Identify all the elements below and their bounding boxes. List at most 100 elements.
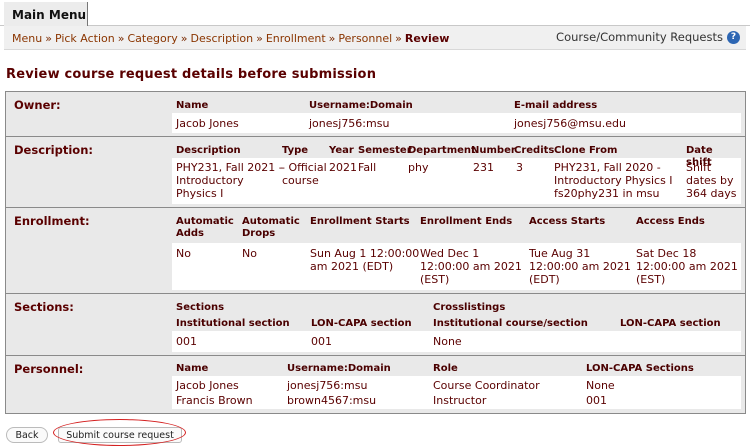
- desc-description-line: Physics I: [176, 187, 224, 200]
- breadcrumb-separator: »: [328, 32, 336, 45]
- breadcrumb-current-review: Review: [404, 32, 450, 45]
- enroll-enrollment-starts: Sun Aug 1 12:00:00 am 2021 (EDT): [310, 247, 419, 273]
- desc-header-type: Type: [282, 145, 309, 156]
- enrollment-header-row: Automatic Adds Automatic Drops Enrollmen…: [172, 213, 741, 243]
- breadcrumb-menu[interactable]: Menu: [12, 32, 43, 45]
- course-community-requests-link[interactable]: Course/Community Requests ?: [556, 30, 740, 44]
- desc-type: - Official course: [281, 161, 327, 187]
- breadcrumb-description[interactable]: Description: [190, 32, 254, 45]
- breadcrumb-separator: »: [180, 32, 188, 45]
- review-table: Owner: Name Username:Domain E-mail addre…: [5, 91, 746, 414]
- personnel-header-name: Name: [176, 363, 209, 374]
- personnel-username: brown4567:msu: [287, 394, 377, 407]
- page-title: Review course request details before sub…: [6, 67, 377, 82]
- personnel-sections: 001: [586, 394, 607, 407]
- desc-date-shift-line: 364 days: [686, 187, 737, 200]
- desc-header-year: Year: [329, 145, 354, 156]
- owner-header-name: Name: [176, 100, 209, 111]
- desc-clone-line: fs20phy231 in msu: [554, 187, 660, 200]
- enroll-access-starts: Tue Aug 31 12:00:00 am 2021 (EDT): [529, 247, 631, 286]
- description-details: Description Type Year Semester Departmen…: [172, 142, 741, 204]
- enrollment-details: Automatic Adds Automatic Drops Enrollmen…: [172, 213, 741, 290]
- breadcrumb-enrollment[interactable]: Enrollment: [265, 32, 326, 45]
- enroll-header-enrollment-starts: Enrollment Starts: [310, 216, 410, 227]
- desc-header-semester: Semester: [358, 145, 412, 156]
- help-icon[interactable]: ?: [727, 30, 740, 44]
- crosslist-institutional-value: None: [433, 335, 462, 348]
- highlight-circle: [53, 419, 186, 446]
- personnel-row: Personnel: Name Username:Domain Role LON…: [6, 356, 745, 413]
- personnel-role: Course Coordinator: [433, 379, 540, 392]
- enroll-auto-drops: No: [242, 247, 257, 260]
- desc-department: phy: [408, 161, 429, 174]
- desc-description: PHY231, Fall 2021 - Introductory Physics…: [176, 161, 284, 200]
- enroll-header-line: Automatic: [242, 216, 300, 227]
- sections-label: Sections:: [14, 300, 74, 314]
- desc-date-shift-line: Shift: [686, 161, 712, 174]
- owner-email: jonesj756@msu.edu: [514, 117, 626, 130]
- desc-clone-line: PHY231, Fall 2020 -: [554, 161, 661, 174]
- breadcrumb-separator: »: [45, 32, 52, 45]
- desc-year: 2021: [329, 161, 357, 174]
- personnel-role: Instructor: [433, 394, 487, 407]
- description-header-row: Description Type Year Semester Departmen…: [172, 142, 741, 168]
- owner-name: Jacob Jones: [176, 117, 239, 130]
- enroll-header-line: Automatic: [176, 216, 234, 227]
- enroll-value-line: am 2021 (EDT): [310, 260, 394, 273]
- enroll-header-auto-drops: Automatic Drops: [242, 216, 300, 240]
- desc-header-date-shift: Date shift: [686, 145, 713, 168]
- personnel-header-username: Username:Domain: [287, 363, 391, 374]
- enroll-value-line: 12:00:00 am 2021: [420, 260, 522, 273]
- breadcrumb-category[interactable]: Category: [127, 32, 178, 45]
- owner-row: Owner: Name Username:Domain E-mail addre…: [6, 92, 745, 137]
- breadcrumb-pick-action[interactable]: Pick Action: [54, 32, 115, 45]
- personnel-details: Name Username:Domain Role LON-CAPA Secti…: [172, 361, 741, 409]
- back-button[interactable]: Back: [6, 427, 48, 443]
- section-loncapa-value: 001: [311, 335, 332, 348]
- personnel-header-row: Name Username:Domain Role LON-CAPA Secti…: [172, 361, 741, 376]
- top-menu-bar: Main Menu: [0, 0, 750, 26]
- desc-semester: Fall: [358, 161, 377, 174]
- breadcrumb-personnel[interactable]: Personnel: [338, 32, 393, 45]
- personnel-header-sections: LON-CAPA Sections: [586, 363, 694, 374]
- enrollment-label: Enrollment:: [14, 214, 90, 228]
- sections-header-row: Sections Crosslistings Institutional sec…: [172, 299, 741, 331]
- breadcrumb-separator: »: [117, 32, 125, 45]
- enroll-header-access-starts: Access Starts: [529, 216, 606, 227]
- breadcrumb-separator: »: [395, 32, 402, 45]
- desc-clone-line: Introductory Physics I: [554, 174, 673, 187]
- desc-credits: 3: [516, 161, 523, 174]
- breadcrumb-bar: Menu» Pick Action» Category» Description» En…: [4, 26, 746, 50]
- enroll-header-auto-adds: Automatic Adds: [176, 216, 234, 240]
- sections-header-loncapa: LON-CAPA section: [311, 318, 412, 329]
- personnel-name: Jacob Jones: [176, 379, 239, 392]
- desc-date-shift-line: dates by: [686, 174, 734, 187]
- desc-header-clone-from: Clone From: [554, 145, 618, 156]
- desc-type-line: Official: [288, 161, 327, 174]
- personnel-sections: None: [586, 379, 615, 392]
- enrollment-row: Enrollment: Automatic Adds Automatic Dro…: [6, 208, 745, 294]
- desc-header-description: Description: [176, 145, 241, 156]
- sections-details: Sections Crosslistings Institutional sec…: [172, 299, 741, 352]
- breadcrumb-separator: »: [256, 32, 263, 45]
- course-community-requests-label: Course/Community Requests: [556, 30, 723, 44]
- enroll-value-line: Sun Aug 1 12:00:00: [310, 247, 420, 260]
- owner-label: Owner:: [14, 98, 61, 112]
- section-institutional-value: 001: [176, 335, 197, 348]
- desc-clone-from: PHY231, Fall 2020 - Introductory Physics…: [554, 161, 673, 200]
- enroll-value-line: (EDT): [529, 273, 560, 286]
- desc-number: 231: [473, 161, 494, 174]
- main-menu-tab[interactable]: Main Menu: [4, 2, 88, 26]
- sections-header-institutional: Institutional section: [176, 318, 290, 329]
- desc-type-line: course: [282, 174, 319, 187]
- desc-header-credits: Credits: [514, 145, 555, 156]
- owner-header-username: Username:Domain: [309, 100, 413, 111]
- sections-row: Sections: Sections Crosslistings Institu…: [6, 294, 745, 356]
- owner-details: Name Username:Domain E-mail address Jaco…: [172, 97, 741, 133]
- enroll-value-line: 12:00:00 am 2021: [529, 260, 631, 273]
- enroll-value-line: (EST): [636, 273, 666, 286]
- enroll-auto-adds: No: [176, 247, 191, 260]
- enroll-enrollment-ends: Wed Dec 1 12:00:00 am 2021 (EST): [420, 247, 522, 286]
- desc-header-number: Number: [471, 145, 516, 156]
- desc-description-line: PHY231, Fall 2021 -: [176, 161, 283, 174]
